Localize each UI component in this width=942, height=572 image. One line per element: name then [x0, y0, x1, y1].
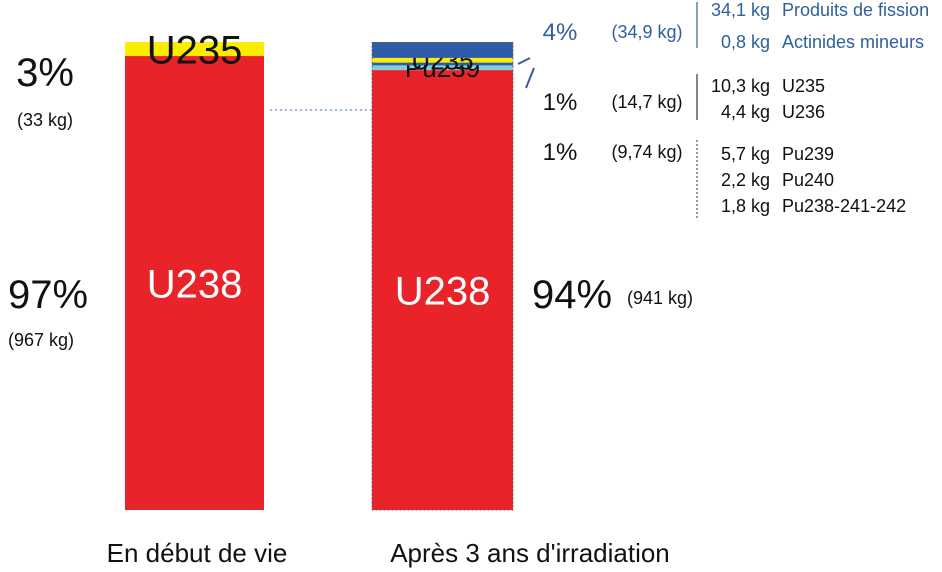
segment-label-u235-0: U235: [147, 28, 243, 72]
detail-mass-1: 0,8 kg: [721, 32, 770, 52]
annotation-kg-pf: (34,9 kg): [611, 22, 682, 42]
annotation-kg-u238-initial: (967 kg): [8, 330, 74, 350]
bar-0-segment-u235-1: [125, 42, 264, 57]
detail-label-3: U236: [782, 102, 825, 122]
annotation-pct-u235-initial: 3%: [16, 51, 74, 95]
bar-1-segment-pf-4: [372, 42, 513, 58]
annotation-kg-u235-initial: (33 kg): [17, 110, 73, 130]
detail-mass-5: 2,2 kg: [721, 170, 770, 190]
bar-1-segment-pf-2: [372, 62, 513, 66]
bar-1-segment-u238-0: [372, 70, 513, 510]
category-label-0: En début de vie: [107, 538, 288, 568]
detail-label-4: Pu239: [782, 144, 834, 164]
annotation-pct-u-final: 1%: [543, 89, 578, 116]
category-label-1: Après 3 ans d'irradiation: [390, 538, 670, 568]
segment-label-u238-0: U238: [147, 262, 243, 306]
detail-label-2: U235: [782, 76, 825, 96]
detail-label-1: Actinides mineurs: [782, 32, 924, 52]
detail-mass-4: 5,7 kg: [721, 144, 770, 164]
annotation-pct-u238-final: 94%: [532, 273, 612, 317]
segment-label-u238-1: U238: [395, 269, 491, 313]
detail-mass-6: 1,8 kg: [721, 196, 770, 216]
pf-pointer-mark-2: [525, 67, 535, 89]
annotation-pct-pf: 4%: [543, 19, 578, 46]
annotation-pct-u238-initial: 97%: [8, 273, 88, 317]
detail-label-6: Pu238-241-242: [782, 196, 906, 216]
bar-1-segment-u235-3: [372, 57, 513, 63]
detail-mass-3: 4,4 kg: [721, 102, 770, 122]
bar-1-segment-pu-1: [372, 65, 513, 71]
detail-mass-0: 34,1 kg: [711, 0, 770, 20]
annotation-pct-pu: 1%: [543, 139, 578, 166]
annotation-kg-u-final: (14,7 kg): [611, 92, 682, 112]
detail-label-0: Produits de fission: [782, 0, 929, 20]
annotation-kg-pu: (9,74 kg): [611, 142, 682, 162]
detail-label-5: Pu240: [782, 170, 834, 190]
pf-pointer-mark: [517, 57, 531, 65]
annotation-kg-u238-final: (941 kg): [627, 288, 693, 308]
detail-mass-2: 10,3 kg: [711, 76, 770, 96]
bar-0-segment-u238-0: [125, 56, 264, 510]
